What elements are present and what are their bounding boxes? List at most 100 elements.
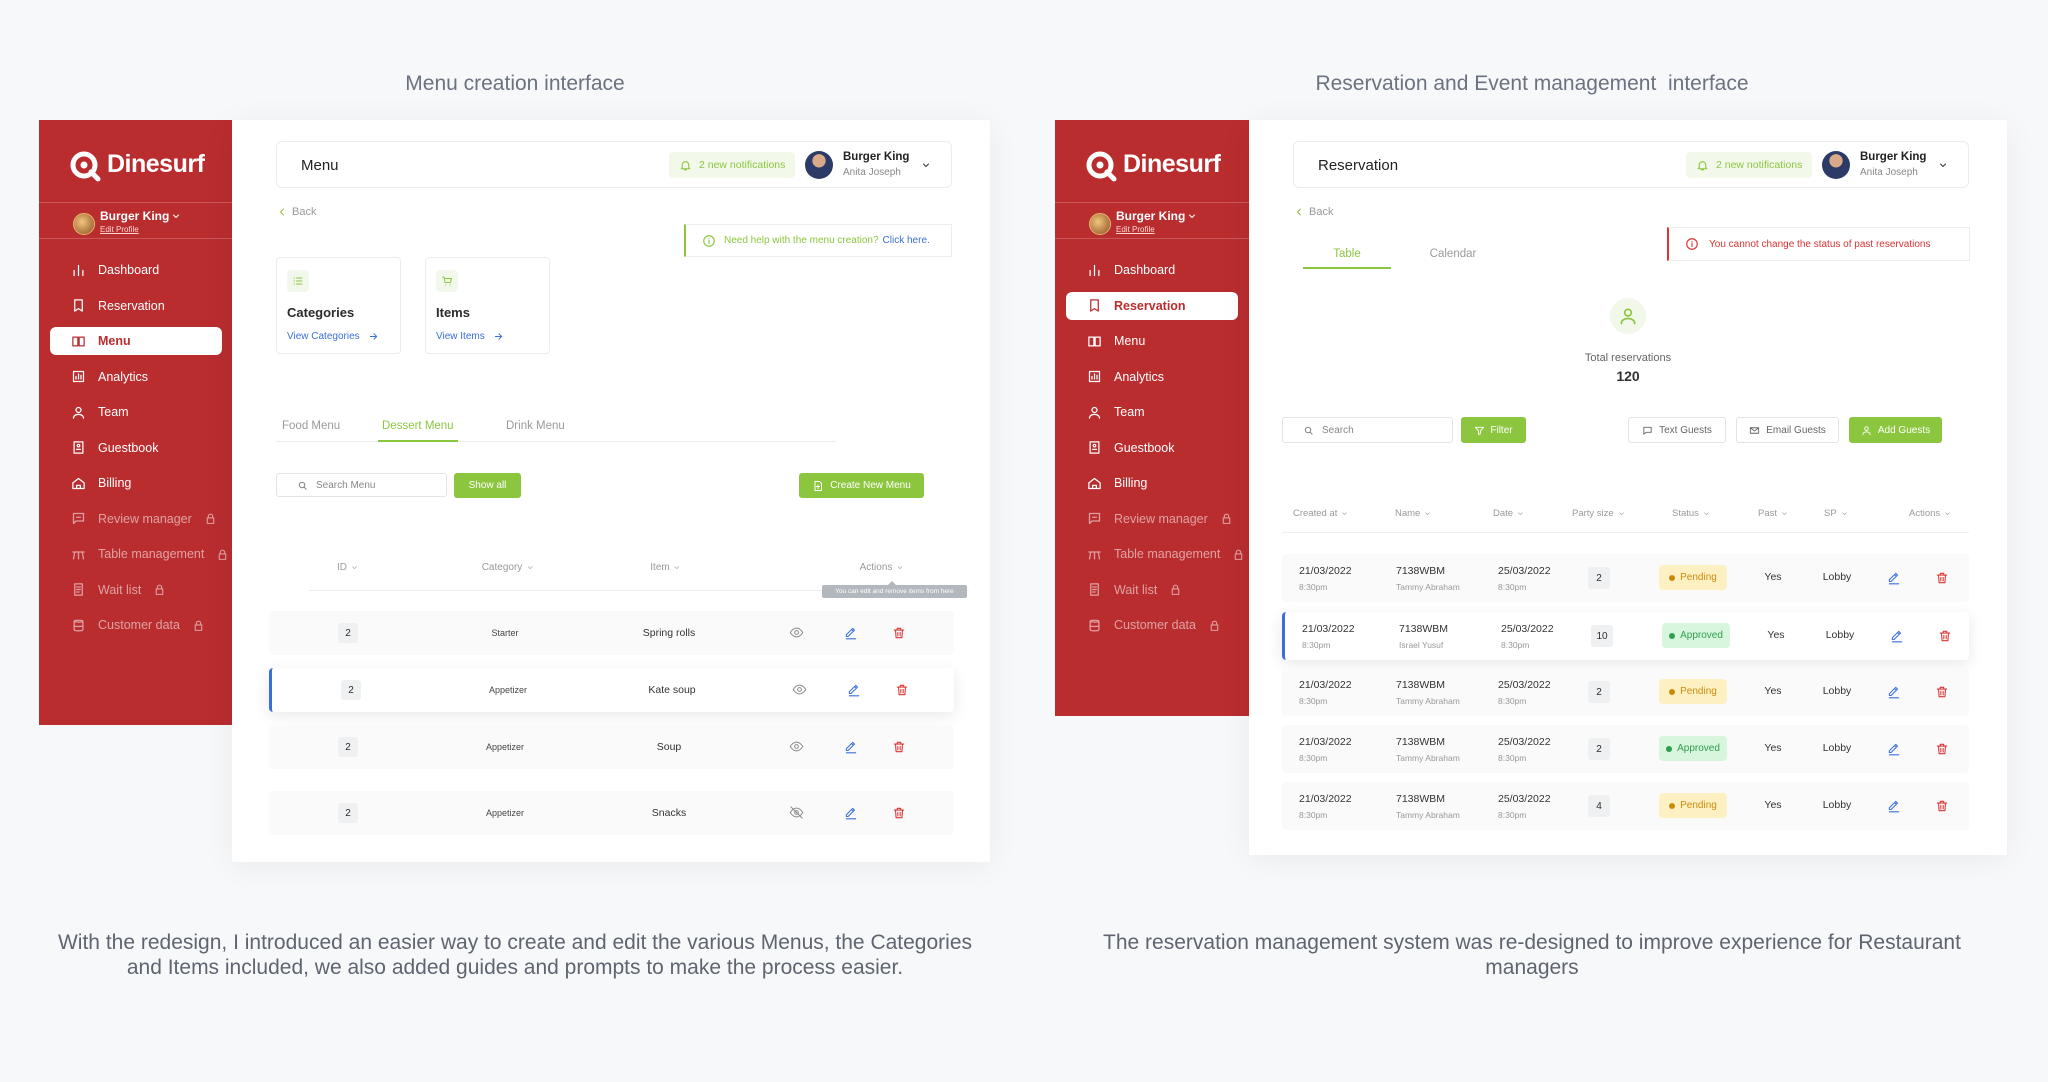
delete-icon[interactable] xyxy=(895,683,909,697)
nav-item[interactable]: Analytics xyxy=(50,363,222,391)
column-header[interactable]: Created at xyxy=(1293,508,1349,519)
icon-svg xyxy=(72,477,85,489)
edit-icon[interactable] xyxy=(844,626,858,640)
nav-item[interactable]: Guestbook xyxy=(1066,434,1238,462)
nav-item[interactable]: Team xyxy=(50,398,222,426)
delete-icon[interactable] xyxy=(1935,571,1949,585)
arrow-icon xyxy=(493,331,504,342)
delete-icon[interactable] xyxy=(892,626,906,640)
edit-icon[interactable] xyxy=(1887,799,1901,813)
nav-item[interactable]: Menu xyxy=(1066,327,1238,355)
delete-icon[interactable] xyxy=(1935,685,1949,699)
nav-card[interactable]: Items View Items xyxy=(425,257,550,354)
action-button[interactable]: Add Guests xyxy=(1849,417,1942,443)
delete-icon[interactable] xyxy=(1938,629,1952,643)
nav-item[interactable]: Review manager xyxy=(1066,505,1238,533)
chevron[interactable] xyxy=(1937,159,1949,171)
icon-path xyxy=(845,807,857,820)
column-header[interactable]: Date xyxy=(1493,508,1525,519)
edit-icon[interactable] xyxy=(1887,571,1901,585)
column-header[interactable]: Actions xyxy=(860,562,905,573)
card-link[interactable]: View Items xyxy=(436,331,504,342)
status-pill[interactable]: Pending xyxy=(1659,565,1727,590)
nav-item[interactable]: Team xyxy=(1066,398,1238,426)
column-header[interactable]: ID xyxy=(337,562,359,573)
edit-profile[interactable]: Edit Profile xyxy=(1116,225,1155,234)
nav-item[interactable]: Customer data xyxy=(50,611,222,639)
visible-icon[interactable] xyxy=(789,739,804,754)
nav-item[interactable]: Table management xyxy=(1066,540,1243,568)
column-header[interactable]: Item xyxy=(650,562,681,573)
tab[interactable]: Table xyxy=(1333,248,1361,260)
icon-svg xyxy=(1088,406,1101,419)
delete-icon[interactable] xyxy=(1935,799,1949,813)
icon-svg xyxy=(1936,743,1948,755)
nav-item[interactable]: Wait list xyxy=(50,576,222,604)
nav-item[interactable]: Billing xyxy=(1066,469,1238,497)
nav-item[interactable]: Guestbook xyxy=(50,434,222,462)
nav-item[interactable]: Analytics xyxy=(1066,363,1238,391)
edit-icon[interactable] xyxy=(844,740,858,754)
status-pill[interactable]: Approved xyxy=(1662,623,1730,648)
search-box[interactable]: Search Menu xyxy=(276,473,447,497)
tab[interactable]: Dessert Menu xyxy=(378,420,458,442)
cell-secondary: 8:30pm xyxy=(1299,753,1328,763)
nav-item[interactable]: Table management xyxy=(50,540,227,568)
nav-item[interactable]: Review manager xyxy=(50,505,222,533)
lock-icon xyxy=(192,619,205,632)
column-header[interactable]: Actions xyxy=(1909,508,1952,519)
chevron[interactable] xyxy=(920,159,932,171)
icon-path xyxy=(680,160,691,170)
status-pill[interactable]: Pending xyxy=(1659,793,1727,818)
show-all-button[interactable]: Show all xyxy=(454,473,521,498)
action-button[interactable]: Email Guests xyxy=(1736,417,1839,443)
hidden-icon[interactable] xyxy=(789,805,804,820)
cell-secondary: 8:30pm xyxy=(1498,810,1527,820)
status-pill[interactable]: Approved xyxy=(1659,736,1727,761)
status-pill[interactable]: Pending xyxy=(1659,679,1727,704)
nav-item[interactable]: Wait list xyxy=(1066,576,1238,604)
edit-icon[interactable] xyxy=(844,806,858,820)
create-button[interactable]: Create New Menu xyxy=(799,473,924,498)
back-link[interactable]: Back xyxy=(276,206,316,218)
tab[interactable]: Food Menu xyxy=(278,420,344,442)
icon-svg xyxy=(1697,160,1708,170)
search-box[interactable]: Search xyxy=(1282,417,1453,443)
nav-item[interactable]: Dashboard xyxy=(50,256,222,284)
filter-button[interactable]: Filter xyxy=(1461,417,1526,443)
card-link[interactable]: View Categories xyxy=(287,331,379,342)
notification-pill[interactable]: 2 new notifications xyxy=(1686,152,1813,178)
action-button[interactable]: Text Guests xyxy=(1628,417,1726,443)
delete-icon[interactable] xyxy=(1935,742,1949,756)
visible-icon[interactable] xyxy=(792,682,807,697)
delete-icon[interactable] xyxy=(892,740,906,754)
nav-card[interactable]: Categories View Categories xyxy=(276,257,401,354)
nav-item[interactable]: Reservation xyxy=(1066,291,1238,320)
column-header[interactable]: Past xyxy=(1758,508,1789,519)
edit-icon[interactable] xyxy=(1887,742,1901,756)
column-header[interactable]: Status xyxy=(1672,508,1711,519)
edit-icon[interactable] xyxy=(847,683,861,697)
nav-item[interactable]: Customer data xyxy=(1066,611,1238,639)
edit-icon[interactable] xyxy=(1887,685,1901,699)
column-header[interactable]: Party size xyxy=(1572,508,1626,519)
column-header[interactable]: Name xyxy=(1395,508,1432,519)
tab[interactable]: Calendar xyxy=(1429,248,1477,260)
column-header[interactable]: SP xyxy=(1824,508,1849,519)
edit-icon[interactable] xyxy=(1890,629,1904,643)
nav-item[interactable]: Billing xyxy=(50,469,222,497)
column-header[interactable]: Category xyxy=(482,562,535,573)
back-link[interactable]: Back xyxy=(1293,206,1333,218)
nav-item[interactable]: Dashboard xyxy=(1066,256,1238,284)
notification-pill[interactable]: 2 new notifications xyxy=(669,152,796,178)
icon-circle xyxy=(1086,151,1114,179)
edit-profile[interactable]: Edit Profile xyxy=(100,225,139,234)
visible-icon[interactable] xyxy=(789,625,804,640)
nav-item[interactable]: Menu xyxy=(50,327,222,355)
nav-item[interactable]: Reservation xyxy=(50,292,222,320)
tab[interactable]: Drink Menu xyxy=(502,420,569,442)
help-link[interactable]: Click here. xyxy=(882,235,930,246)
icon-path xyxy=(1618,512,1624,515)
delete-icon[interactable] xyxy=(892,806,906,820)
